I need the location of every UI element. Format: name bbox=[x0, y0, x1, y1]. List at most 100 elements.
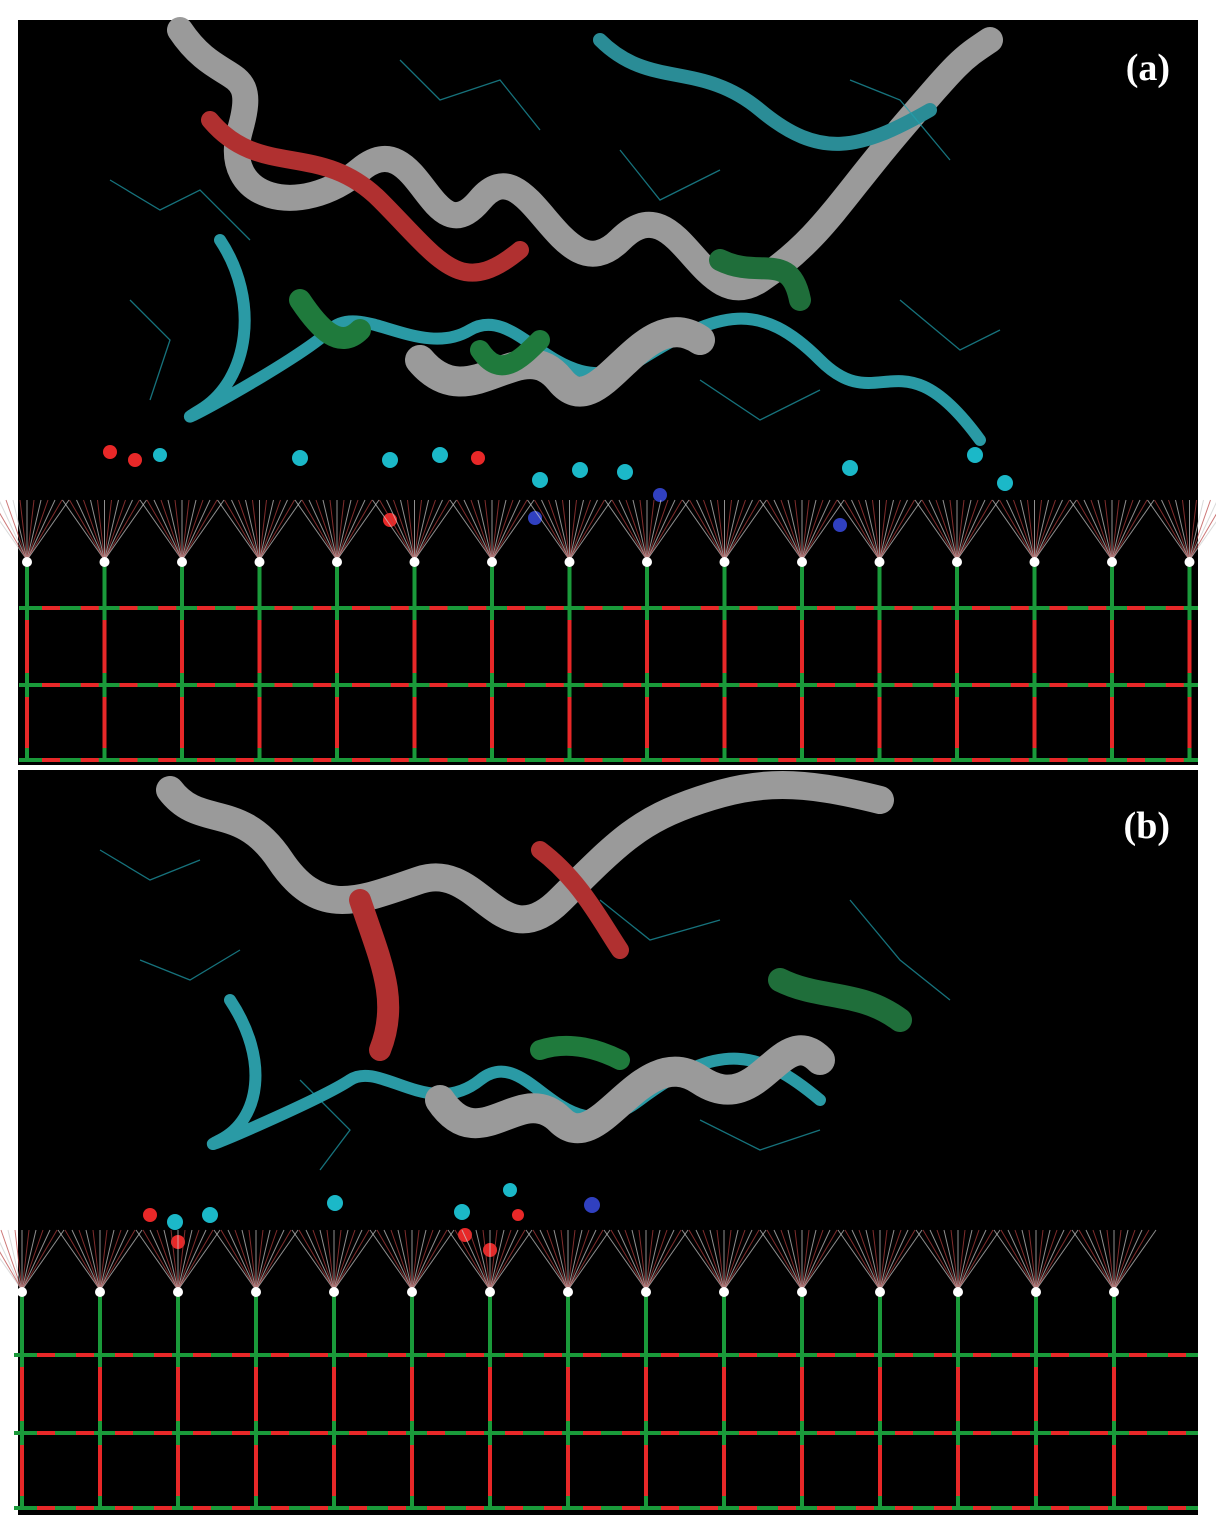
surface-bond bbox=[491, 499, 514, 561]
surface-bond bbox=[217, 499, 260, 561]
surface-bond bbox=[12, 499, 28, 561]
surface-bond bbox=[611, 499, 648, 561]
surface-bond bbox=[569, 499, 605, 561]
surface-bond bbox=[879, 1229, 909, 1291]
surface-bond bbox=[372, 499, 415, 561]
surface-bond bbox=[879, 1229, 902, 1291]
surface-bond bbox=[957, 1229, 980, 1291]
surface-bond bbox=[71, 1229, 101, 1291]
lattice-atom bbox=[1184, 557, 1195, 567]
surface-bond bbox=[879, 1229, 895, 1291]
surface-bond bbox=[461, 1229, 491, 1291]
surface-bond bbox=[315, 499, 338, 561]
surface-bond bbox=[546, 1229, 569, 1291]
surface-bond bbox=[638, 1229, 647, 1291]
surface-bond bbox=[569, 499, 577, 561]
surface-bond bbox=[255, 1229, 285, 1291]
surface-bond bbox=[404, 1229, 413, 1291]
lattice-atom bbox=[409, 557, 420, 567]
surface-bond bbox=[759, 1229, 803, 1291]
surface-bond bbox=[99, 1229, 143, 1291]
lattice-atom bbox=[251, 1287, 261, 1297]
adsorbed-residues bbox=[103, 445, 1013, 532]
surface-bond bbox=[539, 1229, 569, 1291]
surface-bond bbox=[177, 1229, 207, 1291]
surface-bond bbox=[632, 499, 648, 561]
surface-bond bbox=[646, 499, 690, 561]
surface-bond bbox=[489, 1229, 505, 1291]
surface-bond bbox=[0, 512, 28, 561]
surface-bond bbox=[333, 1229, 342, 1291]
surface-bond bbox=[724, 499, 767, 561]
surface-bond bbox=[312, 1229, 335, 1291]
surface-bond bbox=[1000, 1229, 1037, 1291]
surface-bond bbox=[879, 499, 894, 561]
surface-bond bbox=[837, 1229, 881, 1291]
surface-bond bbox=[142, 1229, 179, 1291]
surface-bond bbox=[844, 499, 880, 561]
surface-bond bbox=[851, 499, 880, 561]
surface-bond bbox=[259, 499, 295, 561]
surface-bond bbox=[567, 1229, 604, 1291]
surface-bond bbox=[99, 1229, 136, 1291]
surface-bond bbox=[801, 1229, 845, 1291]
surface-bond bbox=[688, 1229, 725, 1291]
surface-bond bbox=[1069, 499, 1113, 561]
surface-bond bbox=[921, 499, 958, 561]
surface-bond bbox=[631, 1229, 647, 1291]
lattice-atom bbox=[99, 557, 110, 567]
surface-bond bbox=[411, 1229, 420, 1291]
surface-bond bbox=[26, 499, 35, 561]
surface-bond bbox=[723, 1229, 746, 1291]
surface-bond bbox=[1078, 1229, 1115, 1291]
lattice-atom bbox=[22, 557, 32, 567]
surface-bond bbox=[224, 499, 260, 561]
surface-bond bbox=[1189, 499, 1197, 561]
surface-bond bbox=[153, 499, 183, 561]
surface-bond bbox=[560, 1229, 569, 1291]
surface-bond bbox=[532, 1229, 569, 1291]
surface-bond bbox=[604, 499, 648, 561]
surface-bond bbox=[1113, 1229, 1129, 1291]
surface-bond bbox=[21, 1229, 30, 1291]
surface-bond bbox=[139, 499, 183, 561]
surface-bond bbox=[90, 499, 105, 561]
lattice-atom bbox=[797, 1287, 807, 1297]
surface-bond bbox=[1027, 499, 1035, 561]
surface-bond bbox=[645, 1229, 689, 1291]
surface-bond bbox=[104, 499, 133, 561]
surface-bond bbox=[0, 500, 28, 561]
surface-bond bbox=[865, 499, 880, 561]
panel-label: (b) bbox=[1124, 805, 1170, 847]
surface-bond bbox=[1083, 499, 1113, 561]
surface-bond bbox=[238, 499, 260, 561]
surface-bond bbox=[942, 499, 958, 561]
surface-bond bbox=[957, 1229, 973, 1291]
surface-bond bbox=[259, 499, 302, 561]
surface-bond bbox=[26, 499, 56, 561]
surface-bond bbox=[414, 499, 450, 561]
surface-bond bbox=[333, 1229, 349, 1291]
surface-bond bbox=[724, 499, 739, 561]
surface-bond bbox=[484, 499, 493, 561]
lattice-atom bbox=[177, 557, 187, 567]
surface-bond bbox=[174, 499, 183, 561]
surface-bond bbox=[376, 1229, 413, 1291]
surface-bond bbox=[645, 1229, 668, 1291]
surface-bond bbox=[1111, 499, 1148, 561]
surface-bond bbox=[21, 1229, 51, 1291]
surface-bond bbox=[411, 1229, 448, 1291]
surface-bond bbox=[447, 1229, 491, 1291]
surface-bond bbox=[844, 1229, 881, 1291]
surface-bond bbox=[475, 1229, 491, 1291]
lattice-atom bbox=[875, 1287, 885, 1297]
lattice-atom bbox=[1029, 557, 1040, 567]
surface-bond bbox=[548, 499, 570, 561]
surface-bond bbox=[567, 1229, 576, 1291]
surface-bond bbox=[682, 499, 725, 561]
surface-bond bbox=[0, 1257, 23, 1291]
surface-bond bbox=[872, 499, 880, 561]
surface-bond bbox=[724, 499, 753, 561]
surface-bond bbox=[950, 1229, 959, 1291]
